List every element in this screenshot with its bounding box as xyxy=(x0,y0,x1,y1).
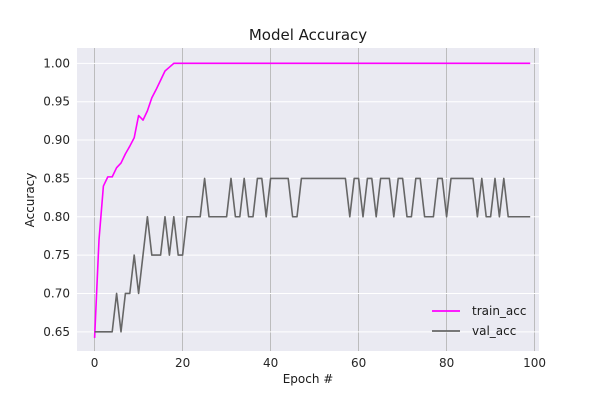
y-tick-labels: 0.65 0.70 0.75 0.80 0.85 0.90 0.95 1.00 xyxy=(43,56,70,338)
x-tick-label: 80 xyxy=(439,356,454,370)
x-tick-label: 100 xyxy=(523,356,546,370)
y-tick-label: 0.95 xyxy=(43,95,70,109)
x-tick-label: 20 xyxy=(175,356,190,370)
y-tick-label: 0.75 xyxy=(43,248,70,262)
series-line-train-acc xyxy=(93,62,531,338)
y-tick-label: 0.90 xyxy=(43,133,70,147)
x-tick-label: 40 xyxy=(263,356,278,370)
y-axis-label: Accuracy xyxy=(23,173,37,228)
x-tick-label: 0 xyxy=(91,356,99,370)
y-tick-label: 0.65 xyxy=(43,325,70,339)
legend-label-train-acc: train_acc xyxy=(472,304,526,318)
y-tick-label: 1.00 xyxy=(43,56,70,70)
y-tick-label: 0.80 xyxy=(43,210,70,224)
x-axis-label: Epoch # xyxy=(283,372,334,386)
chart-title: Model Accuracy xyxy=(249,26,367,44)
x-tick-label: 60 xyxy=(351,356,366,370)
series-layer xyxy=(93,62,531,338)
x-tick-labels: 0 20 40 60 80 100 xyxy=(91,356,546,370)
y-tick-label: 0.70 xyxy=(43,286,70,300)
legend: train_acc val_acc xyxy=(432,304,526,338)
y-tick-label: 0.85 xyxy=(43,171,70,185)
plot-area xyxy=(77,48,539,351)
series-line-val-acc xyxy=(94,177,531,333)
legend-label-val-acc: val_acc xyxy=(472,324,516,338)
